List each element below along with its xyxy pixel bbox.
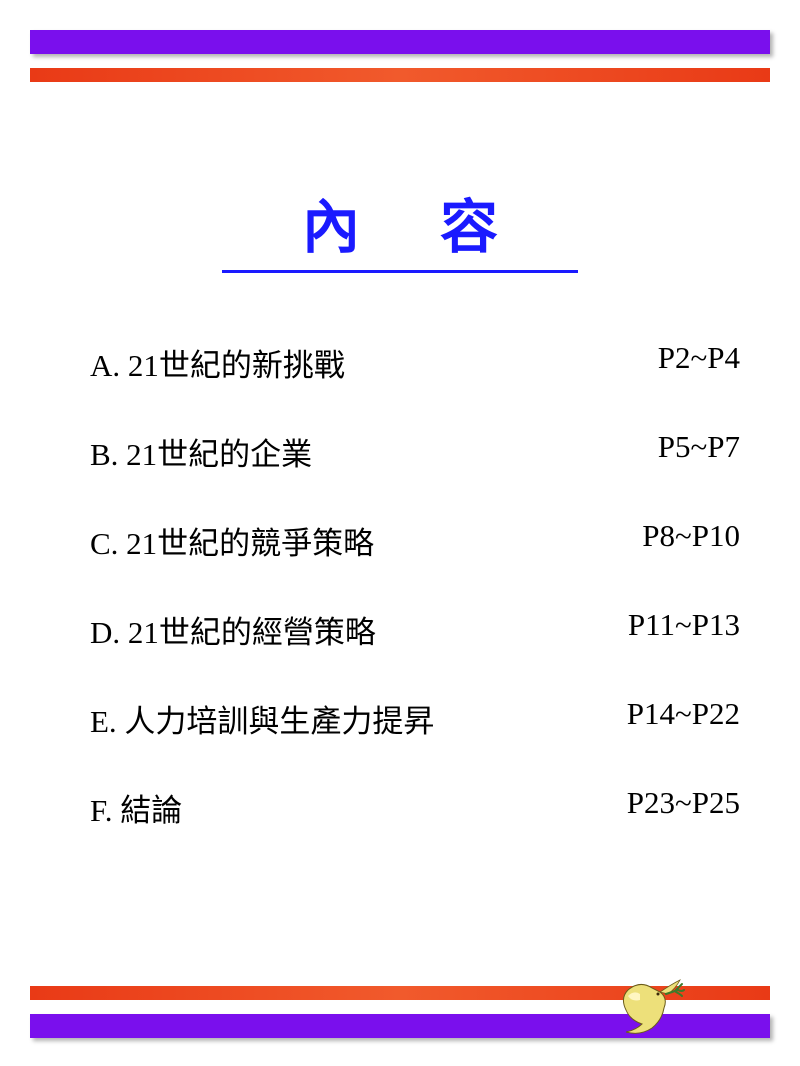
content-label: A. 21世紀的新挑戰: [90, 340, 345, 385]
content-label: E. 人力培訓與生產力提昇: [90, 696, 434, 741]
content-pages: P2~P4: [658, 340, 740, 385]
slide-title: 內容: [222, 180, 578, 273]
content-pages: P23~P25: [627, 785, 740, 830]
content-row: B. 21世紀的企業 P5~P7: [90, 429, 740, 474]
content-row: D. 21世紀的經營策略 P11~P13: [90, 607, 740, 652]
contents-list: A. 21世紀的新挑戰 P2~P4 B. 21世紀的企業 P5~P7 C. 21…: [90, 340, 740, 874]
content-row: F. 結論 P23~P25: [90, 785, 740, 830]
dove-icon: [610, 970, 690, 1048]
content-pages: P14~P22: [627, 696, 740, 741]
content-label: D. 21世紀的經營策略: [90, 607, 376, 652]
content-row: A. 21世紀的新挑戰 P2~P4: [90, 340, 740, 385]
content-row: C. 21世紀的競爭策略 P8~P10: [90, 518, 740, 563]
content-pages: P8~P10: [642, 518, 740, 563]
content-pages: P5~P7: [658, 429, 740, 474]
content-label: C. 21世紀的競爭策略: [90, 518, 374, 563]
content-pages: P11~P13: [628, 607, 740, 652]
top-purple-bar: [30, 30, 770, 54]
content-row: E. 人力培訓與生產力提昇 P14~P22: [90, 696, 740, 741]
top-red-bar: [30, 68, 770, 82]
content-label: B. 21世紀的企業: [90, 429, 312, 474]
content-label: F. 結論: [90, 785, 182, 830]
